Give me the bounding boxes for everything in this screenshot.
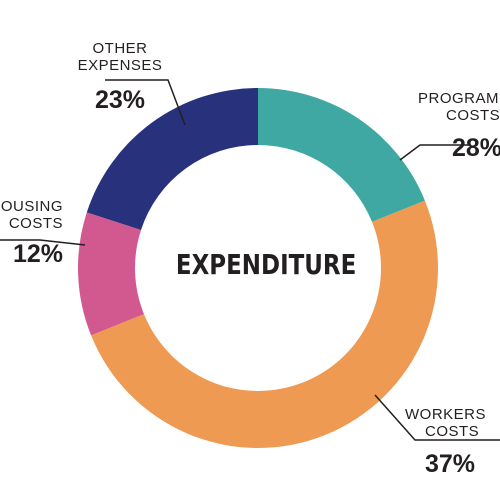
slice-value-housing: 12% [12, 240, 63, 268]
slice-label-other: OTHER EXPENSES 23% [60, 40, 180, 113]
slice-other [86, 88, 258, 230]
slice-label-program: PROGRAM COSTS 28% [418, 90, 500, 161]
slice-label-workers: WORKERS COSTS 37% [405, 406, 486, 477]
slice-label-program-line2: COSTS [446, 107, 500, 124]
slice-housing [78, 212, 144, 336]
leader-line-housing [0, 239, 86, 246]
slice-label-other-line2: EXPENSES [77, 57, 163, 74]
leader-line-workers [374, 394, 500, 441]
slice-program [258, 88, 425, 222]
slice-workers [91, 200, 438, 449]
slice-label-workers-line1: WORKERS [405, 406, 487, 423]
slice-label-housing-line2: COSTS [8, 215, 63, 232]
slice-value-program: 28% [452, 134, 500, 162]
slice-value-other: 23% [94, 86, 146, 114]
slice-label-other-line1: OTHER [92, 40, 148, 57]
slice-label-program-line1: PROGRAM [418, 90, 500, 107]
leader-line-program [399, 144, 470, 161]
slice-label-workers-line2: COSTS [425, 423, 480, 440]
slice-label-housing: HOUSING COSTS 12% [0, 198, 63, 267]
chart-center-title: EXPENDITURE [175, 248, 357, 281]
slice-value-workers: 37% [425, 450, 476, 478]
leader-line-other [105, 79, 186, 126]
slice-label-housing-line1: HOUSING [0, 198, 63, 215]
